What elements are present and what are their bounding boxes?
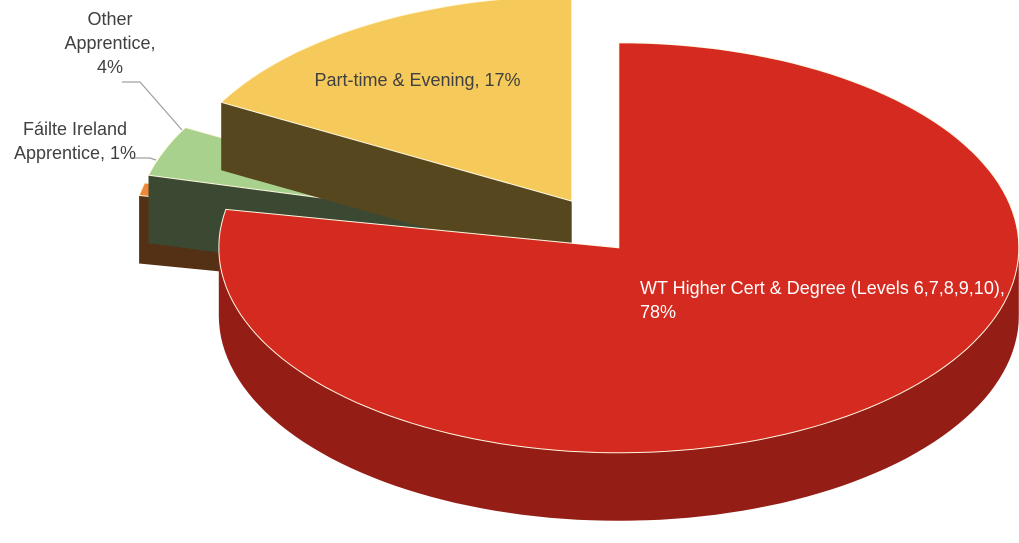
leader-line	[122, 81, 183, 131]
label-value: 78%	[640, 302, 677, 322]
slice	[220, 0, 573, 202]
label-category: Fáilte Ireland Apprentice,	[13, 119, 128, 163]
label-category: WT Higher Cert & Degree (Levels 6,7,8,9,…	[640, 278, 1005, 298]
leader-line	[132, 157, 157, 161]
data-label: Part-time & Evening, 17%	[300, 68, 535, 92]
slice	[218, 42, 1019, 454]
slice-side	[221, 102, 572, 270]
data-label: Other Apprentice, 4%	[55, 7, 165, 79]
label-category: Part-time & Evening,	[314, 70, 480, 90]
label-category: Other Apprentice,	[64, 9, 156, 53]
slice-wall	[218, 247, 1019, 521]
label-value: 4%	[96, 57, 123, 77]
label-value: 17%	[484, 70, 521, 90]
data-label: WT Higher Cert & Degree (Levels 6,7,8,9,…	[640, 276, 1010, 324]
label-value: 1%	[110, 143, 137, 163]
data-label: Fáilte Ireland Apprentice, 1%	[0, 117, 150, 165]
